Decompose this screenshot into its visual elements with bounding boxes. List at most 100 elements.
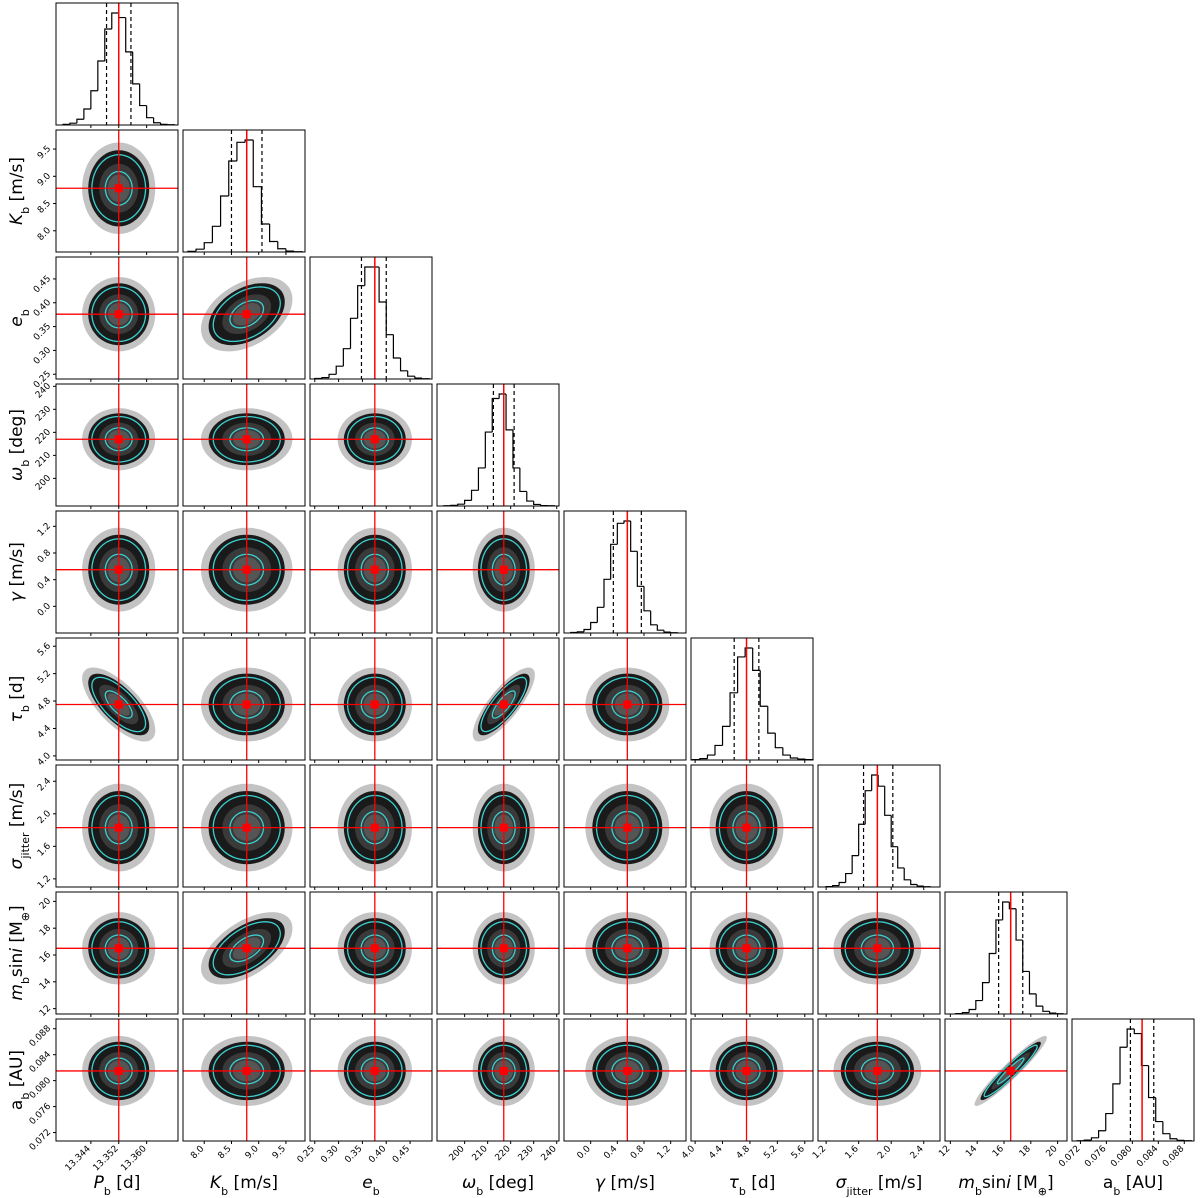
hist-bin <box>1126 1028 1135 1048</box>
label-part: [d] <box>111 1173 140 1193</box>
x-axis-title: Kb [m/s] <box>210 1173 278 1198</box>
y-tick-label: 4.4 <box>36 723 53 740</box>
panel <box>182 764 306 890</box>
panel <box>182 129 306 255</box>
x-tick-label: 0.40 <box>367 1144 388 1165</box>
panel-frame <box>436 510 560 634</box>
hist-bin <box>714 744 723 756</box>
hist-bin <box>533 501 541 506</box>
label-part: [M <box>7 921 27 948</box>
label-part: sin <box>982 1173 1006 1193</box>
truth-point <box>499 1066 508 1075</box>
hist-bin <box>328 373 337 378</box>
panel-frame <box>436 637 560 761</box>
panel-frame <box>690 637 814 761</box>
hist-bin <box>1155 1097 1163 1123</box>
y-tick-label: 16 <box>38 950 53 965</box>
hist-bin <box>1169 1133 1178 1140</box>
y-tick-label: 0.30 <box>32 345 53 366</box>
panel-frame <box>55 510 179 634</box>
panel <box>817 764 941 890</box>
hist-bin <box>228 160 237 196</box>
panel-frame <box>55 1018 179 1142</box>
label-part: b <box>19 1093 32 1100</box>
hist-bin <box>1090 1137 1099 1141</box>
panel-frame <box>436 1018 560 1142</box>
y-tick-label: 0.8 <box>36 548 53 565</box>
x-axis-title: ωb [deg] <box>462 1173 534 1198</box>
truth-point <box>242 944 251 953</box>
x-tick-label: 1.2 <box>656 1144 673 1161</box>
x-tick-label: 200 <box>448 1144 467 1163</box>
panel <box>944 891 1068 1017</box>
x-tick-label: 0.4 <box>602 1144 619 1161</box>
label-part: τ <box>7 711 27 722</box>
panel-frame <box>563 1018 687 1142</box>
label-part: K <box>7 212 27 225</box>
hist-bin <box>512 429 520 469</box>
truth-point <box>114 184 123 193</box>
contour <box>983 1044 1038 1098</box>
hist-bin <box>596 606 604 623</box>
hist-bin <box>236 141 246 161</box>
hist-bin <box>364 266 372 286</box>
hist-bin <box>838 881 846 886</box>
panel-frame <box>309 637 433 761</box>
panel <box>817 891 941 1017</box>
hist-bin <box>774 733 783 749</box>
x-axis-title: σjitter [m/s] <box>836 1173 923 1198</box>
y-tick-label: 230 <box>34 404 53 423</box>
panel-frame <box>55 256 179 380</box>
y-axis-title: mbsini [M⊕] <box>7 905 32 1000</box>
x-tick-label: 13.360 <box>119 1144 149 1174</box>
y-tick-label: 220 <box>34 427 53 446</box>
hist-bin <box>69 122 77 125</box>
panel <box>309 891 433 1017</box>
x-tick-label: 220 <box>494 1144 513 1163</box>
label-part: b <box>1113 1185 1120 1198</box>
panel: 12 14 16 18 20 <box>937 1018 1068 1159</box>
panel: 12 14 16 18 20 <box>38 891 179 1019</box>
panel <box>309 510 433 636</box>
panel-frame <box>55 891 179 1015</box>
truth-point <box>370 944 379 953</box>
hist-bin <box>132 51 140 85</box>
y-tick-label: 8.5 <box>36 199 53 216</box>
hist-bin <box>910 879 918 886</box>
hist-bin <box>1048 1011 1057 1014</box>
x-tick-label: 0.072 <box>1057 1144 1082 1169</box>
x-tick-label: 16 <box>991 1144 1006 1159</box>
label-part: b <box>373 1185 380 1198</box>
panel-frame <box>182 891 306 1015</box>
hist-bin <box>407 370 415 377</box>
hist-bin <box>125 17 133 53</box>
truth-point <box>742 1066 751 1075</box>
y-tick-label: 0.45 <box>32 274 53 295</box>
label-part: [m/s] <box>872 1173 922 1193</box>
hist-bin <box>342 348 351 367</box>
label-part: i <box>7 948 27 953</box>
label-part: [AU] <box>7 1050 27 1093</box>
label-part: γ <box>7 591 27 602</box>
hist-bin <box>995 919 1003 954</box>
hist-bin <box>610 543 618 580</box>
truth-point <box>242 435 251 444</box>
y-axis-title: Kb [m/s] <box>7 157 32 225</box>
truth-point <box>623 823 632 832</box>
x-tick-label: 0.30 <box>319 1144 340 1165</box>
truth-point <box>623 1066 632 1075</box>
hist-bin <box>744 647 753 657</box>
hist-bin <box>916 884 924 887</box>
y-axis-title: τb [d] <box>7 676 32 723</box>
hist-bin <box>457 503 465 506</box>
contour <box>91 676 147 733</box>
hist-bin <box>590 621 598 630</box>
hist-bin <box>583 628 591 632</box>
hist-bin <box>118 13 126 19</box>
hist-bin <box>903 867 911 881</box>
panel-frame <box>55 637 179 761</box>
panel-frame <box>690 764 814 888</box>
y-tick-label: 4.8 <box>36 696 53 713</box>
x-tick-label: 4.8 <box>735 1144 752 1161</box>
